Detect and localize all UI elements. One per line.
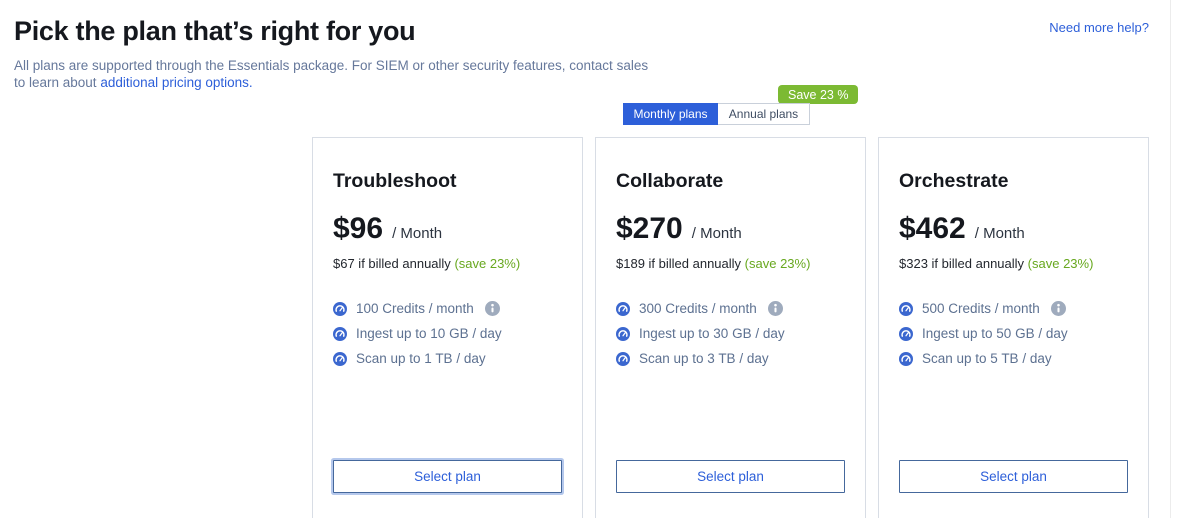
info-icon[interactable] [484,301,500,316]
annual-note-text: $189 if billed annually [616,256,742,271]
plan-price: $96 [333,212,384,245]
page-title: Pick the plan that’s right for you [14,16,416,46]
plan-annual-note: $189 if billed annually (save 23%) [616,256,845,271]
plan-name: Collaborate [616,170,724,192]
feature-item: 300 Credits / month [616,296,845,321]
gauge-icon [899,326,913,341]
feature-text: 100 Credits / month [356,301,474,316]
page-subtitle: All plans are supported through the Esse… [14,57,648,91]
annual-save-text: (save 23%) [1027,256,1094,271]
feature-item: Ingest up to 50 GB / day [899,321,1128,346]
billing-toggle: Monthly plans Annual plans [623,103,810,125]
plan-period: / Month [974,225,1025,242]
plan-annual-note: $323 if billed annually (save 23%) [899,256,1128,271]
feature-text: 500 Credits / month [922,301,1040,316]
plan-card-orchestrate: Orchestrate $462 / Month $323 if billed … [878,137,1149,518]
feature-list: 100 Credits / month Ingest up to 10 GB /… [333,296,562,371]
select-plan-button[interactable]: Select plan [333,460,562,493]
annual-save-text: (save 23%) [454,256,521,271]
plan-period: / Month [691,225,742,242]
info-icon[interactable] [1050,301,1066,316]
plan-price-row: $96 / Month [333,212,562,246]
feature-item: Ingest up to 10 GB / day [333,321,562,346]
gauge-icon [616,301,630,316]
feature-text: Ingest up to 30 GB / day [639,326,785,341]
feature-text: 300 Credits / month [639,301,757,316]
feature-text: Scan up to 1 TB / day [356,351,486,366]
gauge-icon [616,351,630,366]
plan-period: / Month [392,225,443,242]
annual-note-text: $67 if billed annually [333,256,451,271]
plan-price-row: $270 / Month [616,212,845,246]
plan-card-troubleshoot: Troubleshoot $96 / Month $67 if billed a… [312,137,583,518]
select-plan-button[interactable]: Select plan [616,460,845,493]
feature-text: Ingest up to 50 GB / day [922,326,1068,341]
subtitle-line2-prefix: to learn about [14,75,101,90]
annual-note-text: $323 if billed annually [899,256,1025,271]
feature-list: 500 Credits / month Ingest up to 50 GB /… [899,296,1128,371]
gauge-icon [899,301,913,316]
plan-name: Troubleshoot [333,170,457,192]
feature-text: Scan up to 5 TB / day [922,351,1052,366]
subtitle-line1: All plans are supported through the Esse… [14,58,649,73]
monthly-plans-tab[interactable]: Monthly plans [623,103,718,125]
plan-price: $270 [616,212,683,245]
feature-text: Scan up to 3 TB / day [639,351,769,366]
plan-price-row: $462 / Month [899,212,1128,246]
plan-card-collaborate: Collaborate $270 / Month $189 if billed … [595,137,866,518]
feature-item: Scan up to 3 TB / day [616,346,845,371]
feature-list: 300 Credits / month Ingest up to 30 GB /… [616,296,845,371]
scrollbar-track-edge [1170,0,1171,518]
gauge-icon [333,326,347,341]
plan-name: Orchestrate [899,170,1009,192]
feature-item: Scan up to 5 TB / day [899,346,1128,371]
save-badge: Save 23 % [778,85,859,104]
annual-save-text: (save 23%) [744,256,811,271]
feature-item: Ingest up to 30 GB / day [616,321,845,346]
plan-cards: Troubleshoot $96 / Month $67 if billed a… [312,137,1149,518]
feature-text: Ingest up to 10 GB / day [356,326,502,341]
feature-item: 100 Credits / month [333,296,562,321]
gauge-icon [333,351,347,366]
gauge-icon [333,301,347,316]
gauge-icon [899,351,913,366]
annual-plans-tab[interactable]: Annual plans [718,103,810,125]
select-plan-button[interactable]: Select plan [899,460,1128,493]
feature-item: Scan up to 1 TB / day [333,346,562,371]
plan-annual-note: $67 if billed annually (save 23%) [333,256,562,271]
info-icon[interactable] [767,301,783,316]
additional-pricing-options-link[interactable]: additional pricing options. [100,75,253,90]
feature-item: 500 Credits / month [899,296,1128,321]
gauge-icon [616,326,630,341]
plan-price: $462 [899,212,966,245]
need-more-help-link[interactable]: Need more help? [1049,20,1149,35]
